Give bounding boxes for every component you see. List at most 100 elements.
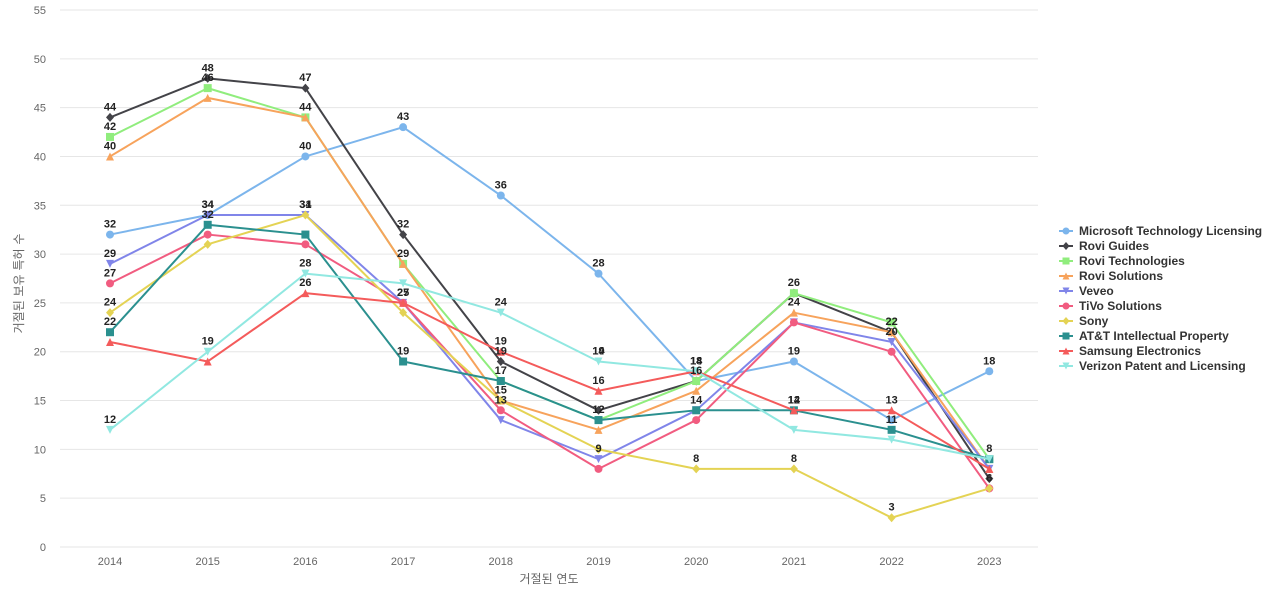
data-point[interactable] [594,357,603,366]
data-label: 19 [495,336,507,348]
data-point[interactable] [106,259,114,268]
data-point[interactable] [301,230,310,239]
data-point[interactable] [789,406,798,415]
data-point[interactable] [496,356,505,366]
data-point[interactable] [203,230,212,239]
data-label: 40 [299,140,311,152]
legend-item[interactable]: Rovi Solutions [1059,269,1163,283]
x-tick-label: 2018 [489,556,513,568]
data-point[interactable] [301,152,310,161]
data-point[interactable] [203,73,212,83]
data-point[interactable] [594,386,603,395]
data-point[interactable] [106,152,114,161]
data-point[interactable] [789,425,798,434]
legend-item[interactable]: Verizon Patent and Licensing [1059,359,1246,373]
data-point[interactable] [106,308,114,318]
data-point[interactable] [496,396,505,406]
data-point[interactable] [106,132,114,141]
data-point[interactable] [789,464,798,474]
data-point[interactable] [594,455,603,464]
data-point[interactable] [887,347,896,356]
data-point[interactable] [789,289,798,298]
data-point[interactable] [887,328,896,337]
data-point[interactable] [399,123,408,132]
data-point[interactable] [692,406,701,415]
data-point[interactable] [399,279,408,288]
data-point[interactable] [594,416,603,425]
data-point[interactable] [106,112,114,122]
data-point[interactable] [106,279,114,288]
data-point[interactable] [496,191,505,200]
data-point[interactable] [887,513,896,523]
data-point[interactable] [789,357,798,366]
data-point[interactable] [203,93,212,102]
legend-item[interactable]: TiVo Solutions [1059,299,1162,313]
data-point[interactable] [692,464,701,474]
data-point[interactable] [301,113,310,122]
data-point[interactable] [399,230,408,240]
data-point[interactable] [106,425,114,434]
data-point[interactable] [594,464,603,473]
data-label: 42 [104,121,116,133]
data-point[interactable] [789,308,798,317]
data-point[interactable] [692,386,701,395]
data-point[interactable] [985,483,994,493]
data-point[interactable] [594,405,603,415]
data-point[interactable] [399,308,408,318]
data-point[interactable] [301,210,310,220]
data-label: 12 [592,404,604,416]
data-point[interactable] [203,347,212,356]
data-point[interactable] [789,318,798,327]
data-point[interactable] [594,425,603,434]
data-point[interactable] [887,406,896,415]
data-point[interactable] [203,239,212,249]
data-point[interactable] [106,337,114,346]
legend-item[interactable]: Sony [1059,314,1109,328]
data-point[interactable] [887,425,896,434]
data-point[interactable] [399,298,408,307]
data-point[interactable] [496,416,505,425]
data-point[interactable] [203,357,212,366]
legend-item[interactable]: Samsung Electronics [1059,344,1201,358]
data-point[interactable] [985,464,994,473]
legend-item[interactable]: Rovi Technologies [1059,254,1185,268]
data-point[interactable] [985,455,994,464]
data-label: 14 [690,394,703,406]
data-point[interactable] [301,289,310,298]
data-point[interactable] [399,259,408,268]
legend-item[interactable]: Veveo [1059,284,1114,298]
data-point[interactable] [496,308,505,317]
series-line [109,77,991,480]
data-point[interactable] [496,377,505,386]
data-point[interactable] [692,416,701,425]
y-tick-label: 20 [34,347,46,359]
data-point[interactable] [496,406,505,415]
data-point[interactable] [301,240,310,249]
data-point[interactable] [106,328,114,337]
data-point[interactable] [887,318,896,327]
data-point[interactable] [496,347,505,356]
data-point[interactable] [399,357,408,366]
data-point[interactable] [106,230,114,239]
data-point[interactable] [594,444,603,454]
data-point[interactable] [887,435,896,444]
data-point[interactable] [203,220,212,229]
data-label: 34 [202,199,215,211]
data-label: 8 [986,443,992,455]
data-point[interactable] [594,269,603,278]
x-tick-label: 2014 [98,556,122,568]
legend-item[interactable]: Rovi Guides [1059,239,1149,253]
data-point[interactable] [203,84,212,93]
data-point[interactable] [985,367,994,376]
legend-item[interactable]: AT&T Intellectual Property [1059,329,1229,343]
legend-item[interactable]: Microsoft Technology Licensing [1059,224,1262,238]
data-point[interactable] [692,377,701,386]
data-point[interactable] [985,474,994,484]
data-point[interactable] [692,367,701,376]
data-point[interactable] [203,211,212,220]
data-point[interactable] [887,416,896,425]
data-label: 11 [886,414,898,426]
data-point[interactable] [887,337,896,346]
data-point[interactable] [301,269,310,278]
data-point[interactable] [301,83,310,93]
